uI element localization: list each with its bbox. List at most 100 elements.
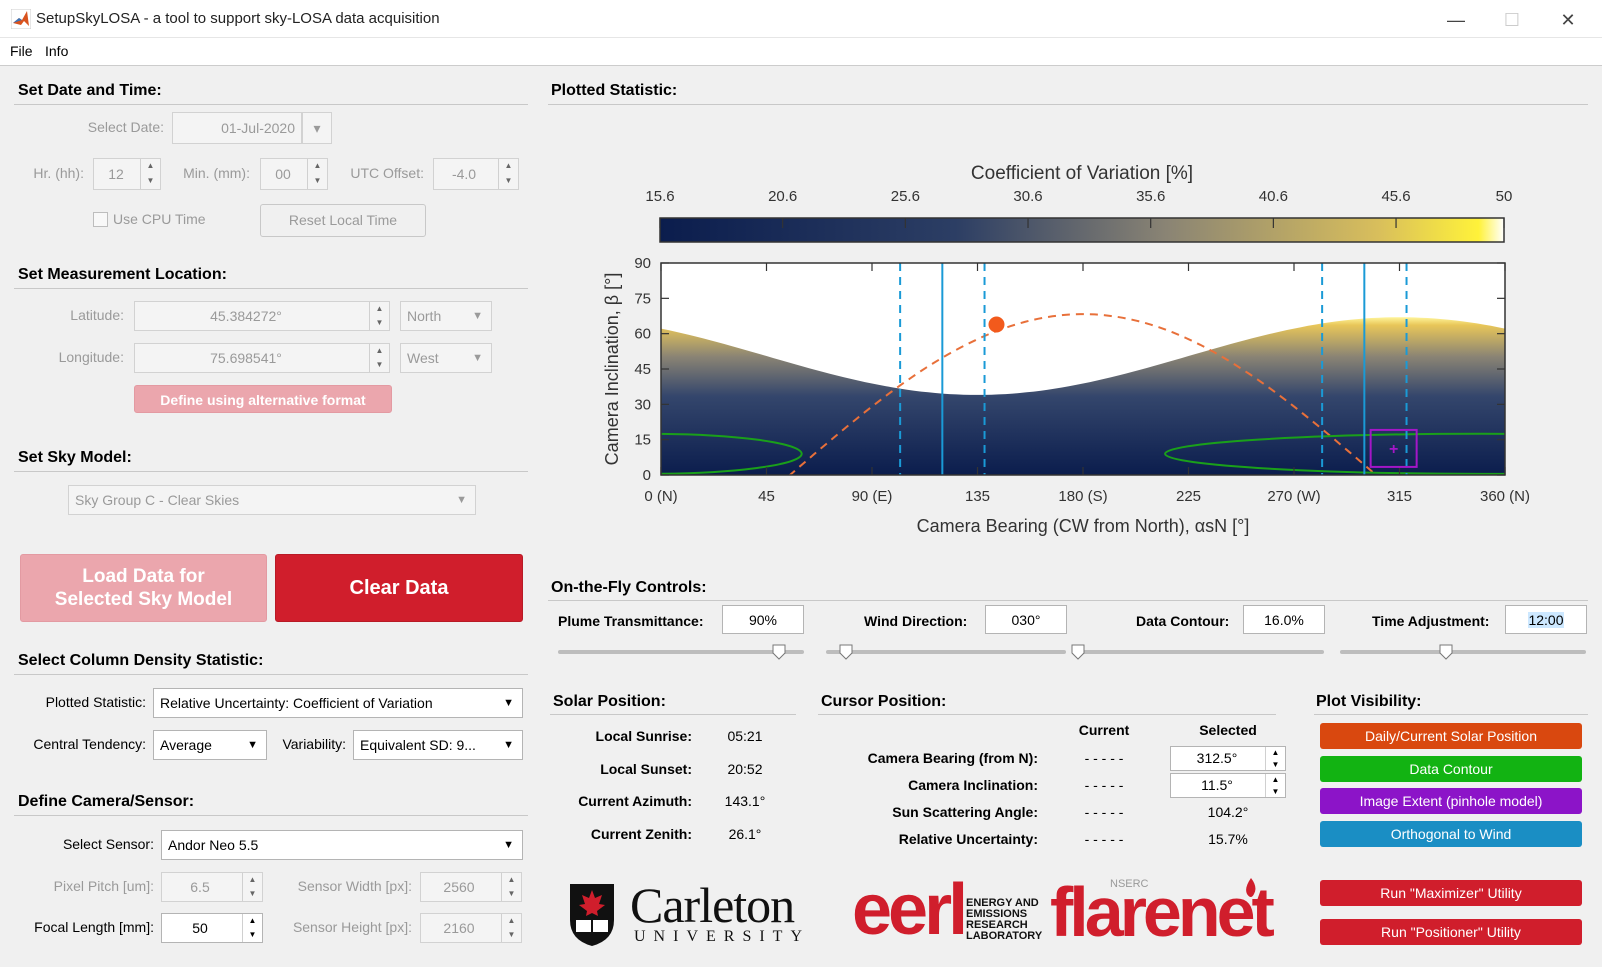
menu-bar: File Info bbox=[0, 38, 1602, 66]
title-bar: SetupSkyLOSA - a tool to support sky-LOS… bbox=[0, 0, 1602, 38]
plume-slider[interactable] bbox=[558, 650, 804, 654]
date-field[interactable]: 01-Jul-2020 bbox=[172, 112, 302, 144]
sensor-height-stepper[interactable]: 2160 ▲ ▼ bbox=[420, 913, 522, 943]
inclination-selected-stepper[interactable]: 11.5° ▲ ▼ bbox=[1170, 773, 1286, 798]
bearing-selected-stepper[interactable]: 312.5° ▲ ▼ bbox=[1170, 746, 1286, 771]
colorbar-tick-label: 40.6 bbox=[1259, 188, 1288, 205]
contour-label: Data Contour: bbox=[1136, 613, 1230, 629]
bearing-current: - - - - - bbox=[1084, 750, 1124, 766]
wind-slider[interactable] bbox=[826, 650, 1066, 654]
time-slider[interactable] bbox=[1340, 650, 1586, 654]
y-tick-label: 30 bbox=[634, 396, 651, 413]
colorbar-tick-label: 30.6 bbox=[1013, 188, 1042, 205]
sensor-width-stepper[interactable]: 2560 ▲ ▼ bbox=[420, 872, 522, 902]
date-label: Select Date: bbox=[87, 119, 164, 135]
x-tick-label: 270 (W) bbox=[1267, 488, 1320, 505]
data-contour-toggle[interactable]: Data Contour bbox=[1320, 756, 1582, 782]
minimize-icon[interactable]: — bbox=[1447, 10, 1465, 30]
maximize-icon[interactable]: ☐ bbox=[1503, 10, 1521, 30]
carleton-logo-subtext: UNIVERSITY bbox=[634, 928, 810, 945]
central-tendency-label: Central Tendency: bbox=[33, 736, 146, 752]
section-solar: Solar Position: bbox=[553, 693, 666, 710]
slider-thumb[interactable] bbox=[1439, 644, 1453, 660]
colorbar-tick-label: 25.6 bbox=[891, 188, 920, 205]
zenith-value: 26.1° bbox=[728, 826, 762, 842]
statistic-plot[interactable]: Coefficient of Variation [%] 15.6 20.6 25.… bbox=[0, 0, 1602, 560]
slider-thumb[interactable] bbox=[1071, 644, 1085, 660]
focal-length-stepper[interactable]: 50 ▲ ▼ bbox=[161, 913, 263, 943]
contour-field[interactable]: 16.0% bbox=[1243, 605, 1325, 634]
image-extent-box bbox=[1369, 428, 1418, 468]
load-data-button[interactable]: Load Data for Selected Sky Model bbox=[20, 554, 267, 622]
longitude-label: Longitude: bbox=[58, 349, 124, 365]
slider-thumb[interactable] bbox=[839, 644, 853, 660]
calendar-dropdown-icon[interactable]: ▾ bbox=[302, 112, 332, 144]
section-sky-model: Set Sky Model: bbox=[18, 449, 132, 466]
colorbar-tick-label: 35.6 bbox=[1136, 188, 1165, 205]
orthogonal-wind-toggle[interactable]: Orthogonal to Wind bbox=[1320, 821, 1582, 847]
central-tendency-dropdown[interactable]: Average ▼ bbox=[153, 730, 267, 760]
plume-label: Plume Transmittance: bbox=[558, 613, 704, 629]
latitude-label: Latitude: bbox=[70, 307, 124, 323]
bearing-label: Camera Bearing (from N): bbox=[867, 750, 1038, 766]
divider bbox=[1314, 714, 1588, 715]
slider-thumb[interactable] bbox=[772, 644, 786, 660]
uncertainty-selected: 15.7% bbox=[1208, 831, 1248, 847]
run-maximizer-button[interactable]: Run "Maximizer" Utility bbox=[1320, 880, 1582, 906]
hour-stepper[interactable]: 12 ▲ ▼ bbox=[93, 158, 161, 190]
window-title: SetupSkyLOSA - a tool to support sky-LOS… bbox=[36, 10, 440, 27]
y-tick-label: 45 bbox=[634, 361, 651, 378]
colorbar-tick-label: 50 bbox=[1496, 188, 1513, 205]
menu-info[interactable]: Info bbox=[45, 43, 69, 59]
contour-line bbox=[1164, 432, 1505, 475]
close-icon[interactable]: ✕ bbox=[1560, 10, 1576, 30]
scatter-selected: 104.2° bbox=[1207, 804, 1249, 820]
eerl-logo-subtext: ENERGY AND EMISSIONS RESEARCH LABORATORY bbox=[966, 897, 1043, 942]
clear-data-button[interactable]: Clear Data bbox=[275, 554, 523, 622]
longitude-direction-dropdown[interactable]: West ▼ bbox=[400, 343, 492, 373]
x-tick-label: 225 bbox=[1176, 488, 1201, 505]
sky-model-dropdown[interactable]: Sky Group C - Clear Skies ▼ bbox=[68, 485, 476, 515]
matlab-icon bbox=[11, 9, 31, 29]
menu-file[interactable]: File bbox=[10, 43, 33, 59]
divider bbox=[548, 600, 1588, 601]
inclination-current: - - - - - bbox=[1084, 777, 1124, 793]
sensor-dropdown[interactable]: Andor Neo 5.5 ▼ bbox=[161, 830, 523, 860]
x-axis-label: Camera Bearing (CW from North), αsN [°] bbox=[917, 516, 1250, 536]
latitude-stepper[interactable]: 45.384272° ▲ ▼ bbox=[134, 301, 390, 331]
y-tick-label: 90 bbox=[634, 255, 651, 272]
section-controls: On-the-Fly Controls: bbox=[551, 579, 707, 596]
focal-length-label: Focal Length [mm]: bbox=[34, 919, 154, 935]
plume-field[interactable]: 90% bbox=[722, 605, 804, 634]
cpu-time-checkbox[interactable] bbox=[93, 212, 108, 227]
section-camera: Define Camera/Sensor: bbox=[18, 793, 195, 810]
x-tick-label: 360 (N) bbox=[1480, 488, 1530, 505]
latitude-direction-dropdown[interactable]: North ▼ bbox=[400, 301, 492, 331]
inclination-label: Camera Inclination: bbox=[908, 777, 1038, 793]
uncertainty-current: - - - - - bbox=[1084, 831, 1124, 847]
y-tick-label: 15 bbox=[634, 432, 651, 449]
alternative-format-button[interactable]: Define using alternative format bbox=[134, 385, 392, 413]
longitude-stepper[interactable]: 75.698541° ▲ ▼ bbox=[134, 343, 390, 373]
cpu-time-label: Use CPU Time bbox=[113, 211, 206, 227]
section-statistic: Select Column Density Statistic: bbox=[18, 652, 264, 669]
wind-field[interactable]: 030° bbox=[985, 605, 1067, 634]
image-extent-toggle[interactable]: Image Extent (pinhole model) bbox=[1320, 788, 1582, 814]
contour-line bbox=[661, 432, 803, 475]
axis-ticks: 0 15 30 45 60 75 90 0 (N) 45 90 (E) 135 180 (S) 225 2… bbox=[634, 255, 1530, 505]
minute-stepper[interactable]: 00 ▲ ▼ bbox=[260, 158, 328, 190]
reset-local-time-button[interactable]: Reset Local Time bbox=[260, 204, 426, 237]
variability-dropdown[interactable]: Equivalent SD: 9... ▼ bbox=[353, 730, 523, 760]
contour-slider[interactable] bbox=[1078, 650, 1324, 654]
run-positioner-button[interactable]: Run "Positioner" Utility bbox=[1320, 919, 1582, 945]
colorbar-ticks: 15.6 20.6 25.6 30.6 35.6 40.6 45.6 50 bbox=[645, 188, 1512, 228]
data-contour bbox=[661, 432, 1505, 475]
time-field[interactable]: 12:00 bbox=[1505, 605, 1587, 634]
section-location: Set Measurement Location: bbox=[18, 266, 227, 283]
plotted-statistic-dropdown[interactable]: Relative Uncertainty: Coefficient of Var… bbox=[153, 688, 523, 718]
solar-position-toggle[interactable]: Daily/Current Solar Position bbox=[1320, 723, 1582, 749]
utc-stepper[interactable]: -4.0 ▲ ▼ bbox=[433, 158, 519, 190]
sunrise-label: Local Sunrise: bbox=[595, 728, 692, 744]
nserc-logo-text: NSERC bbox=[1110, 878, 1149, 890]
pixel-pitch-stepper[interactable]: 6.5 ▲ ▼ bbox=[161, 872, 263, 902]
